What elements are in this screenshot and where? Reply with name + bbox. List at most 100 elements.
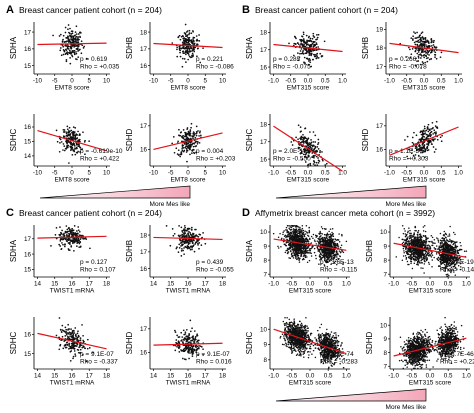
data-point <box>300 246 303 248</box>
data-point <box>310 65 313 68</box>
data-point <box>182 144 185 147</box>
panel-title: Breast cancer patient cohort (n = 204) <box>19 208 162 218</box>
data-point <box>71 153 74 156</box>
data-point <box>76 232 79 235</box>
y-tick-label: 18 <box>376 45 384 52</box>
data-point <box>71 227 73 230</box>
data-point <box>67 38 70 41</box>
data-point <box>425 133 428 136</box>
data-point <box>79 238 82 240</box>
data-point <box>311 37 314 40</box>
data-point <box>177 251 180 253</box>
data-point <box>191 40 193 43</box>
trend-line <box>37 130 107 152</box>
data-point <box>187 349 190 352</box>
x-tick-label: 1.0 <box>462 281 471 288</box>
data-point <box>184 232 187 235</box>
data-point <box>193 43 195 46</box>
data-point <box>308 151 310 154</box>
data-point <box>414 37 417 39</box>
data-point <box>300 239 302 241</box>
data-point <box>192 345 194 348</box>
data-point <box>323 40 326 43</box>
x-tick-label: 1.0 <box>454 170 463 177</box>
data-point <box>415 48 418 50</box>
y-tick-label: 17 <box>140 249 148 256</box>
data-point <box>301 150 303 153</box>
x-tick-label: 17 <box>202 281 210 288</box>
data-point <box>78 246 81 249</box>
data-point <box>284 251 287 254</box>
data-point <box>71 235 73 237</box>
data-point <box>69 62 72 65</box>
data-point <box>302 232 305 234</box>
data-point <box>177 149 180 152</box>
data-point <box>67 24 70 26</box>
data-point <box>75 51 77 53</box>
data-point <box>300 42 302 45</box>
data-point <box>323 238 325 240</box>
data-point <box>435 46 438 49</box>
x-tick-label: 5 <box>204 170 208 177</box>
data-point <box>63 41 66 43</box>
trend-line <box>37 235 107 239</box>
data-point <box>202 47 204 49</box>
data-point <box>72 142 75 144</box>
data-point <box>197 47 199 50</box>
data-point <box>62 45 65 48</box>
data-point <box>430 128 432 130</box>
data-point <box>422 142 424 144</box>
data-point <box>420 51 423 54</box>
data-point <box>332 243 335 246</box>
data-point <box>72 232 75 235</box>
data-point <box>180 250 183 252</box>
data-point <box>460 248 463 251</box>
data-point <box>425 129 428 132</box>
data-point <box>297 42 299 44</box>
data-point <box>316 164 319 166</box>
data-point <box>187 58 190 61</box>
data-point <box>185 338 187 341</box>
data-point <box>277 245 279 248</box>
data-point <box>309 162 312 165</box>
data-point <box>77 39 79 42</box>
data-point <box>171 228 174 230</box>
data-point <box>435 120 438 123</box>
data-point <box>60 339 62 341</box>
y-axis-label: SDHC <box>9 331 18 354</box>
data-point <box>428 58 431 61</box>
data-point <box>323 256 326 259</box>
p-value-label: p = 0.619 <box>80 56 108 63</box>
data-point <box>297 147 300 150</box>
x-tick-label: 14 <box>34 373 42 380</box>
data-point <box>186 246 189 249</box>
data-point <box>185 31 188 33</box>
data-point <box>448 274 450 277</box>
data-point <box>64 147 67 150</box>
trend-line <box>273 43 343 53</box>
y-tick-label: 16 <box>24 332 32 339</box>
data-point <box>421 31 424 34</box>
data-point <box>62 53 65 56</box>
data-point <box>319 52 322 55</box>
data-point <box>180 339 183 342</box>
x-axis-label: EMT315 score <box>289 288 332 295</box>
data-point <box>70 129 73 132</box>
data-point <box>67 35 69 38</box>
data-point <box>63 149 66 152</box>
data-point <box>415 230 417 232</box>
data-point <box>65 346 68 349</box>
data-point <box>194 336 197 338</box>
data-point <box>183 247 185 249</box>
data-point <box>408 46 410 49</box>
data-point <box>202 354 204 356</box>
data-point <box>72 357 74 360</box>
data-point <box>189 319 192 322</box>
data-point <box>303 240 306 242</box>
x-tick-label: -10 <box>33 78 43 85</box>
x-tick-label: 14 <box>150 281 158 288</box>
data-point <box>187 341 190 344</box>
data-point <box>420 32 423 35</box>
data-point <box>197 235 199 238</box>
data-point <box>294 43 297 45</box>
